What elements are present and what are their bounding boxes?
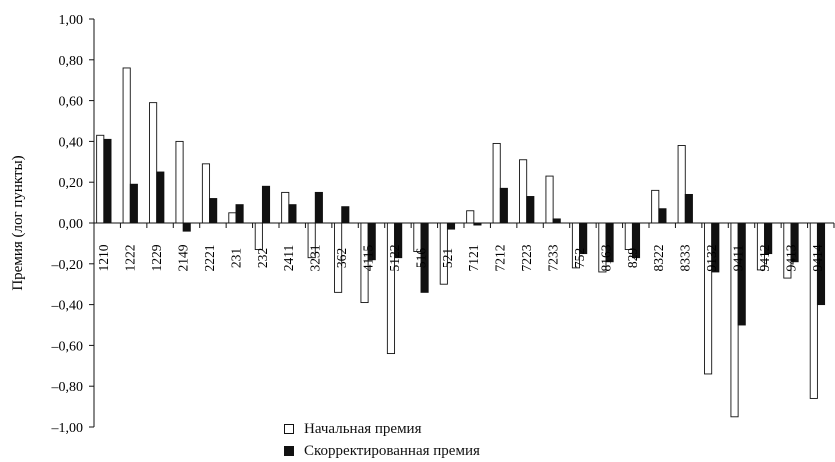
y-tick-label: 0,00 [59, 217, 84, 232]
y-tick-label: –1,00 [51, 421, 84, 436]
bar-initial-232 [254, 222, 263, 250]
bar-initial-7212 [492, 142, 501, 224]
bar-initial-7223 [519, 159, 528, 224]
legend-item-initial: Начальная премия [284, 418, 480, 440]
legend-label-adjusted: Скорректированная премия [304, 443, 480, 459]
legend: Начальная премия Скорректированная преми… [284, 418, 480, 462]
bar-adjusted-8333 [684, 193, 693, 224]
bar-adjusted-1210 [103, 138, 112, 224]
y-tick-label: –0,40 [51, 299, 84, 314]
bar-initial-1222 [122, 67, 131, 224]
category-label-516: 516 [413, 248, 428, 269]
category-label-9413: 9413 [783, 244, 798, 271]
bar-adjusted-232 [261, 185, 271, 224]
category-label-8322: 8322 [651, 245, 666, 272]
bar-adjusted-7233 [552, 218, 561, 224]
category-label-752: 752 [572, 248, 587, 268]
category-label-9412: 9412 [757, 245, 772, 272]
bar-initial-8333 [677, 145, 686, 224]
bar-initial-5122 [386, 222, 396, 355]
category-label-1222: 1222 [123, 245, 138, 272]
bar-initial-7233 [545, 175, 554, 224]
bar-initial-829 [624, 222, 633, 250]
bar-adjusted-7212 [499, 187, 508, 224]
category-label-231: 231 [228, 248, 243, 268]
bar-initial-1229 [149, 102, 158, 224]
bar-adjusted-2221 [209, 198, 218, 224]
bars-layer [96, 67, 826, 418]
y-tick-label: –0,20 [51, 258, 84, 273]
bar-adjusted-1222 [129, 183, 138, 224]
category-label-362: 362 [334, 248, 349, 268]
bar-adjusted-3231 [314, 191, 323, 224]
category-label-9414: 9414 [810, 244, 825, 271]
bar-initial-2221 [201, 163, 211, 224]
legend-item-adjusted: Скорректированная премия [284, 440, 480, 462]
category-label-1229: 1229 [149, 244, 164, 271]
bar-adjusted-362 [341, 206, 350, 224]
category-label-9132: 9132 [704, 245, 719, 272]
category-label-7121: 7121 [466, 245, 481, 272]
y-tick-label: –0,80 [51, 380, 84, 395]
category-label-829: 829 [625, 248, 640, 269]
bar-adjusted-9411 [737, 222, 746, 326]
category-label-5122: 5122 [387, 245, 402, 272]
category-label-2411: 2411 [281, 245, 296, 272]
bar-adjusted-521 [446, 222, 456, 230]
bar-initial-516 [413, 222, 422, 253]
y-axis-title: Премия (лог пункты) [10, 155, 26, 290]
category-label-521: 521 [440, 248, 455, 268]
category-label-1210: 1210 [96, 244, 111, 271]
category-label-9411: 9411 [731, 245, 746, 272]
category-label-4115: 4115 [361, 245, 376, 272]
y-tick-label: 0,20 [59, 176, 84, 191]
bar-initial-8322 [651, 189, 660, 224]
bar-adjusted-231 [235, 204, 244, 224]
bar-adjusted-2411 [288, 204, 297, 224]
bar-adjusted-7223 [526, 196, 535, 224]
bar-initial-2411 [281, 191, 290, 224]
bar-initial-2149 [175, 140, 184, 224]
y-tick-labels: 1,00 0,80 0,60 0,40 0,20 0,00 –0,20 –0,40 –0,60 –… [51, 13, 84, 436]
legend-swatch-initial [284, 424, 294, 434]
category-label-2149: 2149 [176, 244, 191, 271]
bar-adjusted-2149 [182, 222, 191, 232]
bar-initial-7121 [466, 210, 475, 224]
category-label-8163: 8163 [598, 244, 613, 271]
category-label-7223: 7223 [519, 244, 534, 271]
y-tick-label: 0,40 [59, 135, 84, 150]
y-axis-title-group: Премия (лог пункты) [10, 155, 26, 290]
category-label-8333: 8333 [678, 244, 693, 271]
legend-label-initial: Начальная премия [304, 421, 422, 437]
category-label-232: 232 [255, 248, 270, 268]
category-label-3231: 3231 [308, 245, 323, 272]
category-label-7212: 7212 [493, 245, 508, 272]
bar-adjusted-1229 [156, 171, 165, 224]
bar-initial-1210 [96, 134, 105, 224]
bar-initial-231 [228, 212, 237, 224]
category-labels: 1210 1222 1229 2149 2221 231 232 2411 3231 362 411… [96, 244, 825, 271]
y-tick-label: –0,60 [51, 339, 84, 354]
axes-layer [89, 18, 835, 428]
y-tick-label: 0,60 [59, 95, 84, 110]
legend-swatch-adjusted [284, 446, 294, 456]
y-tick-label: 0,80 [59, 54, 84, 69]
category-label-7233: 7233 [546, 244, 561, 271]
bar-adjusted-8322 [658, 208, 667, 224]
y-tick-label: 1,00 [59, 13, 84, 28]
category-label-2221: 2221 [202, 245, 217, 272]
